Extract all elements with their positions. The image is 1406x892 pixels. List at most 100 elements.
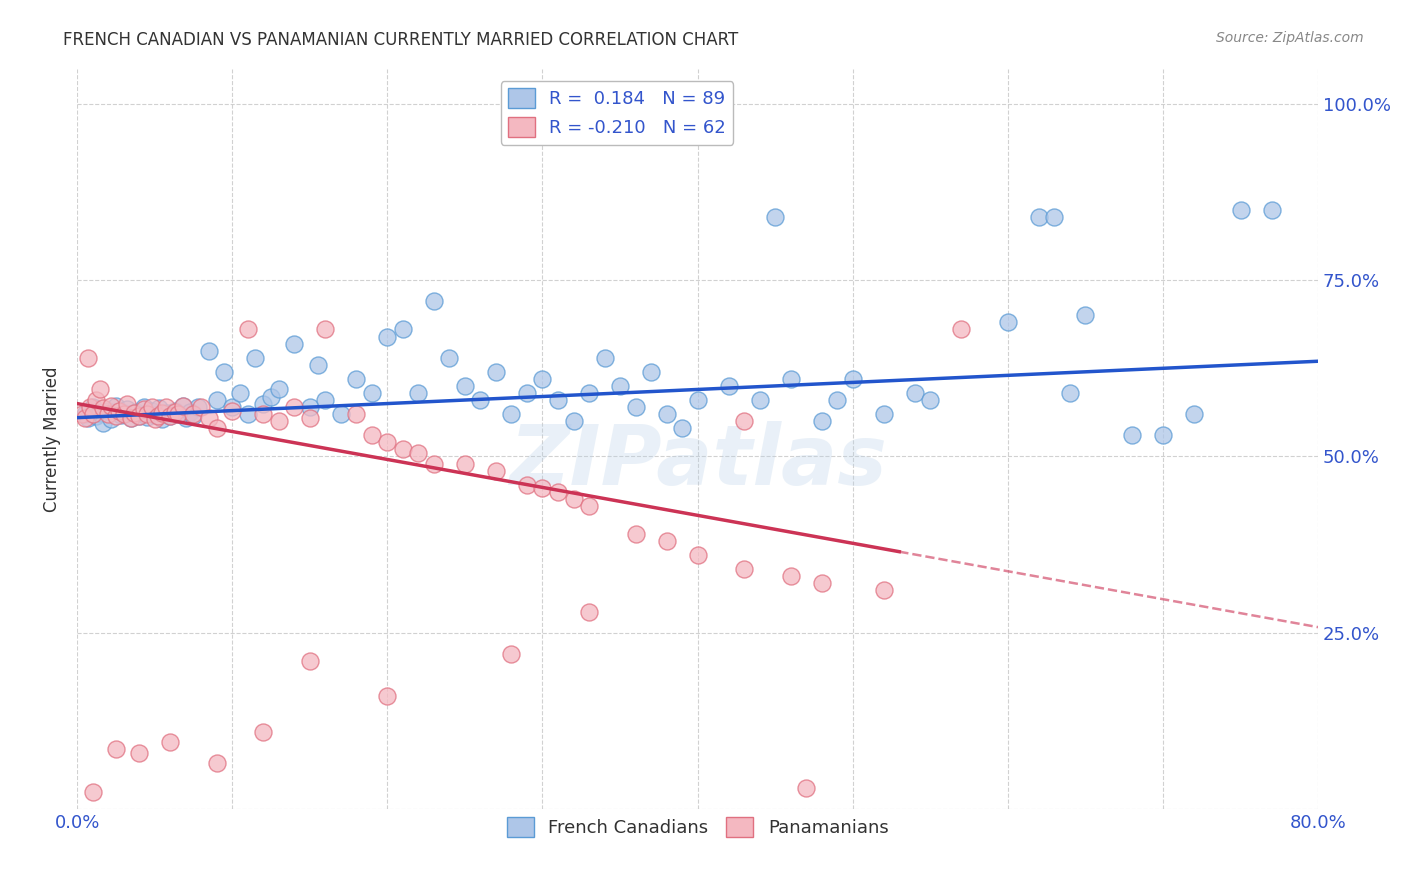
Point [1152,428,1174,442]
Point [77,410,100,425]
Point [1260,202,1282,217]
Point [1043,210,1066,224]
Point [167,407,190,421]
Point [950,322,973,336]
Point [84,392,107,407]
Point [842,372,865,386]
Point [298,654,321,668]
Point [562,491,585,506]
Point [104,399,127,413]
Point [671,421,693,435]
Point [245,351,267,365]
Legend: French Canadians, Panamanians: French Canadians, Panamanians [499,810,896,845]
Point [298,400,321,414]
Point [423,294,446,309]
Point [198,343,221,358]
Point [423,457,446,471]
Point [501,647,523,661]
Point [779,372,801,386]
Point [221,403,243,417]
Point [408,386,430,401]
Point [360,386,382,401]
Point [392,442,415,457]
Point [236,322,259,336]
Point [377,435,399,450]
Text: Source: ZipAtlas.com: Source: ZipAtlas.com [1216,31,1364,45]
Point [73,410,96,425]
Point [501,407,523,421]
Point [1121,428,1143,442]
Point [717,379,740,393]
Point [454,379,477,393]
Point [655,407,678,421]
Point [141,400,163,414]
Point [260,390,283,404]
Point [70,407,93,421]
Point [307,358,329,372]
Point [733,562,755,576]
Point [205,392,228,407]
Point [873,583,896,598]
Point [655,534,678,549]
Point [77,351,100,365]
Point [167,407,190,421]
Point [547,392,569,407]
Point [609,379,631,393]
Point [377,329,399,343]
Point [120,410,142,425]
Point [135,409,157,424]
Point [485,365,508,379]
Point [93,416,115,430]
Point [163,403,186,417]
Point [124,406,146,420]
Point [1229,202,1251,217]
Point [562,414,585,428]
Point [439,351,461,365]
Point [198,410,221,425]
Point [763,210,786,224]
Point [183,409,205,423]
Point [79,400,101,414]
Point [794,780,817,795]
Point [110,408,132,422]
Point [187,400,209,414]
Point [190,400,212,414]
Point [104,409,127,423]
Point [128,746,150,760]
Point [152,406,174,420]
Point [183,407,205,421]
Point [82,407,104,421]
Text: ZIPatlas: ZIPatlas [509,420,887,501]
Point [252,724,274,739]
Point [112,407,135,421]
Point [298,410,321,425]
Point [314,322,336,336]
Point [97,403,120,417]
Point [115,402,138,417]
Point [267,414,290,428]
Point [229,386,252,401]
Point [108,403,131,417]
Point [624,527,647,541]
Point [159,409,181,424]
Point [97,407,120,421]
Point [825,392,848,407]
Point [146,409,169,423]
Point [104,742,127,756]
Point [485,464,508,478]
Point [408,446,430,460]
Point [125,405,148,419]
Point [314,392,336,407]
Point [470,392,492,407]
Point [93,401,115,416]
Point [128,409,150,423]
Point [73,407,96,421]
Point [143,408,166,422]
Point [531,481,554,495]
Point [454,457,477,471]
Point [143,412,166,426]
Point [686,548,709,562]
Point [128,409,150,423]
Point [810,576,832,591]
Point [252,407,274,421]
